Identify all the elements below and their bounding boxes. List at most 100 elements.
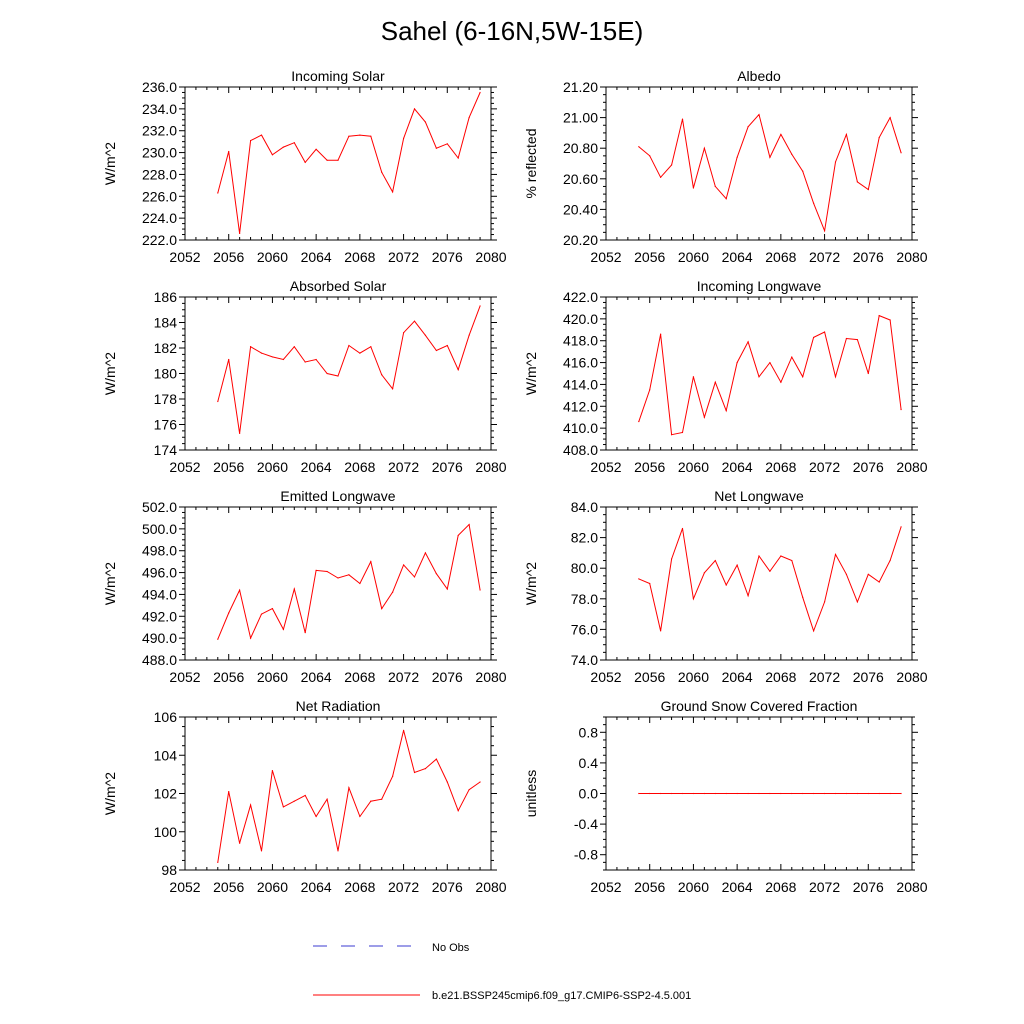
data-point xyxy=(315,358,317,361)
data-point xyxy=(791,153,793,155)
y-tick-label: 82.0 xyxy=(571,530,598,546)
data-point xyxy=(681,792,684,795)
x-tick-label: 2056 xyxy=(634,249,665,265)
x-tick-label: 2080 xyxy=(475,459,506,475)
plot-frame xyxy=(184,86,492,241)
data-point xyxy=(315,569,317,571)
data-point xyxy=(638,420,640,423)
x-tick-label: 2056 xyxy=(213,669,244,685)
x-tick-label: 2064 xyxy=(722,459,753,475)
y-tick-label: 104 xyxy=(154,747,178,763)
x-tick-label: 2076 xyxy=(853,669,884,685)
chart-net-radiation: Net Radiation W/m^2 2052 2056 2060 2064 2068 20… xyxy=(102,698,507,895)
x-tick-label: 2064 xyxy=(301,669,332,685)
data-point xyxy=(381,374,383,376)
data-point xyxy=(337,577,339,579)
y-tick-label: -0.8 xyxy=(574,847,598,863)
plot-frame xyxy=(184,716,492,871)
y-axis-label: % reflected xyxy=(523,128,539,198)
data-point xyxy=(293,800,295,802)
data-point xyxy=(845,792,848,795)
x-tick-label: 2056 xyxy=(213,459,244,475)
data-point xyxy=(813,792,815,795)
data-point xyxy=(424,121,427,123)
data-point xyxy=(692,598,695,600)
y-tick-label: 236.0 xyxy=(142,79,177,95)
data-point xyxy=(638,146,640,148)
data-point xyxy=(271,356,274,358)
panels: Incoming Solar W/m^2 2052 2056 2060 2064 2068 2… xyxy=(102,68,928,895)
chart-title: Ground Snow Covered Fraction xyxy=(661,698,858,714)
data-point xyxy=(780,792,782,795)
data-point xyxy=(802,376,804,378)
data-point xyxy=(660,630,662,632)
data-point xyxy=(348,135,350,137)
data-point xyxy=(413,771,416,774)
y-tick-label: 78.0 xyxy=(571,591,598,607)
plot-frame xyxy=(605,506,913,661)
data-point xyxy=(823,331,826,333)
y-tick-label: 488.0 xyxy=(142,652,177,668)
data-point xyxy=(638,792,640,795)
data-point xyxy=(758,792,760,795)
x-tick-label: 2060 xyxy=(257,879,288,895)
chart-absorbed-solar: Absorbed Solar W/m^2 2052 2056 2060 2064 2068 2… xyxy=(102,278,507,475)
data-point xyxy=(802,596,804,598)
data-point xyxy=(780,381,782,383)
y-tick-label: 490.0 xyxy=(142,630,177,646)
data-point xyxy=(703,792,705,795)
data-point xyxy=(813,630,815,632)
x-tick-label: 2060 xyxy=(257,249,288,265)
data-point xyxy=(747,792,749,795)
data-point xyxy=(348,787,350,789)
y-tick-label: 492.0 xyxy=(142,608,177,624)
data-point xyxy=(402,137,405,139)
data-point xyxy=(359,815,361,818)
data-point xyxy=(326,159,328,161)
data-point xyxy=(856,181,858,183)
data-point xyxy=(457,157,459,159)
data-point xyxy=(381,798,383,800)
data-point xyxy=(413,108,416,110)
data-point xyxy=(282,806,284,808)
y-tick-label: 500.0 xyxy=(142,521,177,537)
data-point xyxy=(381,171,383,173)
data-point xyxy=(402,332,405,334)
data-point xyxy=(878,581,880,583)
chart-net-longwave: Net Longwave W/m^2 2052 2056 2060 2064 2068 207… xyxy=(523,488,928,685)
data-point xyxy=(813,336,815,339)
data-point xyxy=(714,792,716,795)
chart-albedo: Albedo % reflected 2052 2056 2060 2064 2068 207… xyxy=(523,68,928,265)
data-point xyxy=(260,134,263,136)
data-point xyxy=(239,432,241,435)
data-point xyxy=(271,608,274,610)
data-point xyxy=(348,344,350,347)
data-point xyxy=(670,792,673,795)
chart-incoming-solar: Incoming Solar W/m^2 2052 2056 2060 2064 2068 2… xyxy=(102,68,507,265)
chart-title: Incoming Longwave xyxy=(697,278,822,294)
x-tick-label: 2080 xyxy=(896,249,927,265)
x-tick-label: 2068 xyxy=(344,459,375,475)
y-tick-label: 20.80 xyxy=(563,140,598,156)
y-tick-label: 20.60 xyxy=(563,171,598,187)
x-tick-label: 2052 xyxy=(590,459,621,475)
data-point xyxy=(282,358,284,361)
data-point xyxy=(867,372,869,375)
data-point xyxy=(747,126,749,128)
data-point xyxy=(878,136,880,139)
plot-frame xyxy=(605,716,913,871)
data-point xyxy=(468,523,470,526)
data-point xyxy=(435,349,437,352)
data-point xyxy=(780,555,782,557)
y-tick-label: 74.0 xyxy=(571,652,598,668)
data-point xyxy=(714,559,716,562)
x-tick-label: 2052 xyxy=(169,669,200,685)
legend-label-model: b.e21.BSSP245cmip6.f09_g17.CMIP6-SSP2-4.… xyxy=(432,990,691,1002)
data-point xyxy=(424,552,427,554)
data-point xyxy=(217,638,219,640)
y-tick-label: 100 xyxy=(154,824,178,840)
data-point xyxy=(424,334,427,336)
data-point xyxy=(228,790,230,793)
data-point xyxy=(249,346,252,348)
